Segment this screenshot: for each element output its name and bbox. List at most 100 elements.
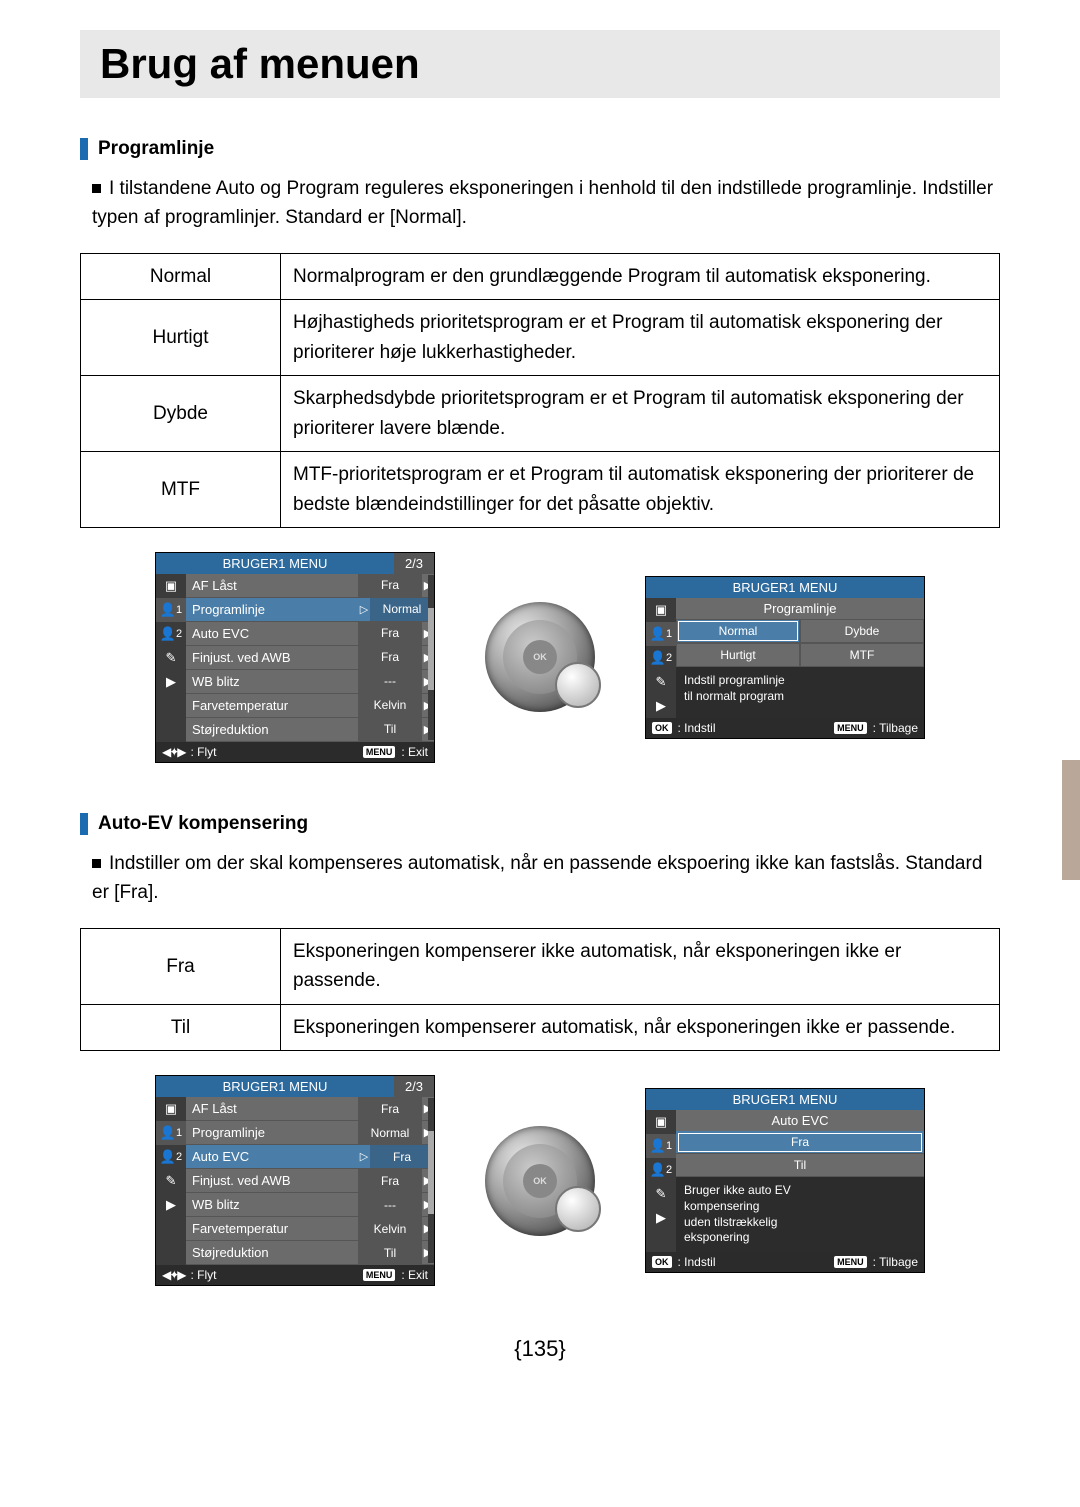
- table-row: HurtigtHøjhastigheds prioritetsprogram e…: [81, 300, 1000, 376]
- four-way-dial[interactable]: OK: [485, 602, 595, 712]
- scrollbar[interactable]: [428, 575, 434, 740]
- lcd-tab-icons: ▣ 👤1 👤2 ✎ ▶: [646, 1110, 676, 1251]
- lcd-footer: ◀✦▶ : Flyt MENU : Exit: [156, 742, 434, 762]
- option-grid: Normal Dybde Hurtigt MTF: [676, 619, 924, 667]
- user1-icon[interactable]: 👤1: [646, 1134, 676, 1158]
- section-bar-icon: [80, 813, 88, 835]
- option-normal[interactable]: Normal: [676, 619, 800, 643]
- user1-icon[interactable]: 👤1: [156, 1121, 186, 1145]
- lcd-page-indicator: 2/3: [394, 1076, 434, 1097]
- menu-item[interactable]: Auto EVCFra▶: [186, 622, 434, 646]
- camera-icon[interactable]: ▣: [646, 598, 676, 622]
- camera-icon[interactable]: ▣: [156, 1097, 186, 1121]
- autoev-table: FraEksponeringen kompenserer ikke automa…: [80, 928, 1000, 1051]
- menu-item[interactable]: FarvetemperaturKelvin▶: [186, 1217, 434, 1241]
- lcd-title: BRUGER1 MENU: [156, 553, 394, 574]
- ok-key-icon: OK: [652, 1256, 672, 1268]
- lcd-menu-screen-1-left: BRUGER1 MENU 2/3 ▣ 👤1 👤2 ✎ ▶ AF LåstFra▶…: [155, 552, 435, 763]
- menu-item[interactable]: StøjreduktionTil▶: [186, 1241, 434, 1265]
- play-icon[interactable]: ▶: [646, 694, 676, 718]
- lcd-menu-screen-1-right: BRUGER1 MENU ▣ 👤1 👤2 ✎ ▶ Programlinje No…: [645, 576, 925, 739]
- wrench-icon[interactable]: ✎: [156, 1169, 186, 1193]
- option-hurtigt[interactable]: Hurtigt: [676, 643, 800, 667]
- menu-item[interactable]: StøjreduktionTil▶: [186, 718, 434, 742]
- section-heading-label: Auto-EV kompensering: [98, 813, 308, 835]
- menu-item[interactable]: ProgramlinjeNormal▶: [186, 1121, 434, 1145]
- menu-key-icon: MENU: [363, 746, 396, 758]
- play-icon[interactable]: ▶: [156, 1193, 186, 1217]
- lcd-footer: OK : Indstil MENU : Tilbage: [646, 718, 924, 738]
- lcd-menu-screen-2-left: BRUGER1 MENU 2/3 ▣ 👤1 👤2 ✎ ▶ AF LåstFra▶…: [155, 1075, 435, 1286]
- menu-item[interactable]: AF LåstFra▶: [186, 574, 434, 598]
- wrench-icon[interactable]: ✎: [646, 1182, 676, 1206]
- option-fra[interactable]: Fra: [676, 1131, 924, 1154]
- programlinje-table: NormalNormalprogram er den grundlæggende…: [80, 253, 1000, 528]
- menu-item[interactable]: FarvetemperaturKelvin▶: [186, 694, 434, 718]
- user1-icon[interactable]: 👤1: [156, 598, 186, 622]
- table-row: MTFMTF-prioritetsprogram er et Program t…: [81, 452, 1000, 528]
- camera-icon[interactable]: ▣: [646, 1110, 676, 1134]
- camera-icon[interactable]: ▣: [156, 574, 186, 598]
- page-number: {135}: [80, 1336, 1000, 1362]
- menu-item[interactable]: Programlinje▷Normal: [186, 598, 434, 622]
- play-icon[interactable]: ▶: [156, 670, 186, 694]
- lcd-footer: ◀✦▶ : Flyt MENU : Exit: [156, 1265, 434, 1285]
- menu-item[interactable]: AF LåstFra▶: [186, 1097, 434, 1121]
- nav-arrows-icon: ◀✦▶: [162, 1268, 185, 1282]
- section2-screens: BRUGER1 MENU 2/3 ▣ 👤1 👤2 ✎ ▶ AF LåstFra▶…: [80, 1075, 1000, 1286]
- menu-key-icon: MENU: [834, 1256, 867, 1268]
- wrench-icon[interactable]: ✎: [646, 670, 676, 694]
- lcd-tab-icons: ▣ 👤1 👤2 ✎ ▶: [646, 598, 676, 718]
- table-row: NormalNormalprogram er den grundlæggende…: [81, 253, 1000, 299]
- lcd-title: BRUGER1 MENU: [156, 1076, 394, 1097]
- section1-paragraph: I tilstandene Auto og Program reguleres …: [92, 174, 1000, 233]
- table-row: TilEksponeringen kompenserer automatisk,…: [81, 1004, 1000, 1050]
- table-row: DybdeSkarphedsdybde prioritetsprogram er…: [81, 376, 1000, 452]
- four-way-dial[interactable]: OK: [485, 1126, 595, 1236]
- play-icon[interactable]: ▶: [646, 1206, 676, 1230]
- bullet-icon: [92, 859, 101, 868]
- lcd-title: BRUGER1 MENU: [646, 577, 924, 598]
- lcd-footer: OK : Indstil MENU : Tilbage: [646, 1252, 924, 1272]
- help-text: Indstil programlinje til normalt program: [676, 667, 924, 717]
- option-list: Fra Til: [676, 1131, 924, 1177]
- ok-key-icon: OK: [652, 722, 672, 734]
- menu-item[interactable]: Finjust. ved AWBFra▶: [186, 646, 434, 670]
- section1-screens: BRUGER1 MENU 2/3 ▣ 👤1 👤2 ✎ ▶ AF LåstFra▶…: [80, 552, 1000, 763]
- section-heading-autoev: Auto-EV kompensering: [80, 813, 1000, 835]
- lcd-menu-list: AF LåstFra▶ ProgramlinjeNormal▶ Auto EVC…: [186, 1097, 434, 1265]
- submenu-title: Auto EVC: [676, 1110, 924, 1131]
- lcd-page-indicator: 2/3: [394, 553, 434, 574]
- user1-icon[interactable]: 👤1: [646, 622, 676, 646]
- user2-icon[interactable]: 👤2: [156, 1145, 186, 1169]
- user2-icon[interactable]: 👤2: [156, 622, 186, 646]
- option-mtf[interactable]: MTF: [800, 643, 924, 667]
- page-title: Brug af menuen: [100, 40, 980, 88]
- bullet-icon: [92, 184, 101, 193]
- section2-paragraph: Indstiller om der skal kompenseres autom…: [92, 849, 1000, 908]
- lcd-tab-icons: ▣ 👤1 👤2 ✎ ▶: [156, 574, 186, 742]
- submenu-title: Programlinje: [676, 598, 924, 619]
- manual-page: Brug af menuen Programlinje I tilstanden…: [0, 0, 1080, 1402]
- lcd-tab-icons: ▣ 👤1 👤2 ✎ ▶: [156, 1097, 186, 1265]
- user2-icon[interactable]: 👤2: [646, 1158, 676, 1182]
- scrollbar[interactable]: [428, 1098, 434, 1263]
- table-row: FraEksponeringen kompenserer ikke automa…: [81, 928, 1000, 1004]
- menu-key-icon: MENU: [363, 1269, 396, 1281]
- menu-item[interactable]: Finjust. ved AWBFra▶: [186, 1169, 434, 1193]
- user2-icon[interactable]: 👤2: [646, 646, 676, 670]
- press-indicator-icon: [555, 662, 601, 708]
- menu-item[interactable]: WB blitz---▶: [186, 1193, 434, 1217]
- help-text: Bruger ikke auto EV kompensering uden ti…: [676, 1177, 924, 1251]
- press-indicator-icon: [555, 1186, 601, 1232]
- wrench-icon[interactable]: ✎: [156, 646, 186, 670]
- nav-arrows-icon: ◀✦▶: [162, 745, 185, 759]
- menu-item[interactable]: Auto EVC▷Fra: [186, 1145, 434, 1169]
- option-til[interactable]: Til: [676, 1154, 924, 1177]
- section-heading-label: Programlinje: [98, 138, 214, 160]
- page-title-bar: Brug af menuen: [80, 30, 1000, 98]
- ok-button[interactable]: OK: [523, 1164, 557, 1198]
- lcd-menu-list: AF LåstFra▶ Programlinje▷Normal Auto EVC…: [186, 574, 434, 742]
- menu-item[interactable]: WB blitz---▶: [186, 670, 434, 694]
- option-dybde[interactable]: Dybde: [800, 619, 924, 643]
